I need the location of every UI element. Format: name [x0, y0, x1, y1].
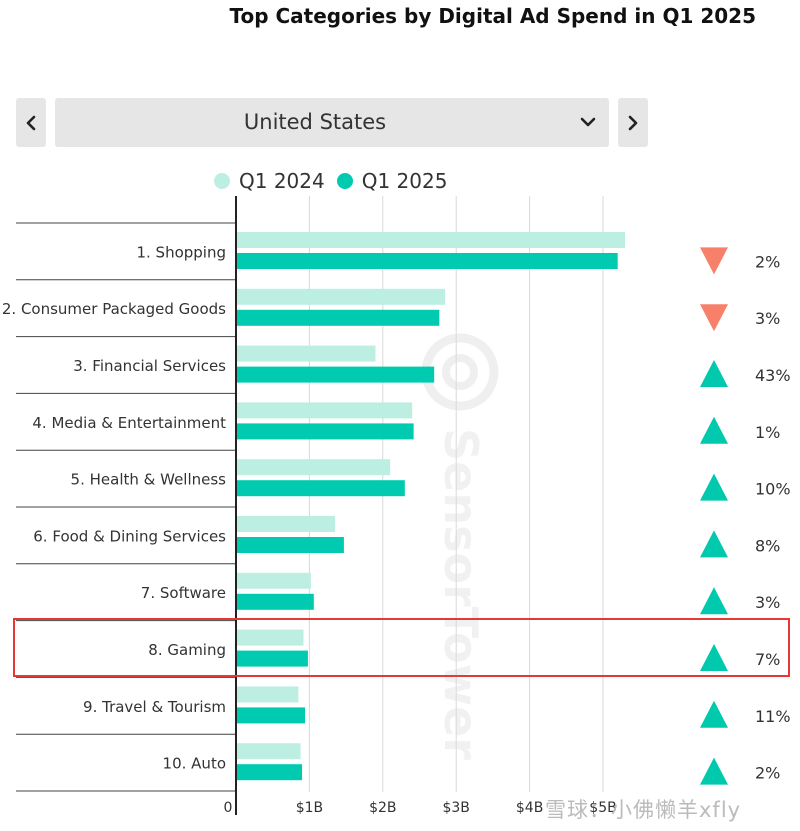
trend-down-icon — [700, 304, 728, 332]
gaming-highlight-box — [13, 618, 790, 677]
footer-watermark: 雪球：小佛懒羊xfly — [545, 798, 742, 822]
category-label: 2. Consumer Packaged Goods — [2, 300, 226, 318]
legend-label-q1-2024: Q1 2024 — [239, 169, 325, 193]
change-percent: 7% — [755, 650, 780, 669]
bar-q1-2024 — [237, 402, 413, 419]
change-percent: 43% — [755, 366, 791, 385]
country-select[interactable]: United States — [55, 98, 609, 147]
bar-q1-2025 — [237, 707, 305, 724]
bar-q1-2024 — [237, 232, 626, 248]
chart-title: Top Categories by Digital Ad Spend in Q1… — [229, 4, 757, 28]
legend-swatch-q1-2024 — [214, 173, 230, 189]
x-tick-label: $3B — [442, 800, 469, 816]
bar-q1-2025 — [237, 309, 440, 326]
bar-q1-2025 — [237, 537, 344, 553]
x-tick-label: 0 — [224, 800, 233, 816]
trend-up-icon — [700, 700, 728, 728]
change-percent: 1% — [755, 423, 780, 442]
bar-q1-2025 — [237, 423, 414, 440]
bar-q1-2024 — [237, 288, 446, 305]
category-label: 7. Software — [141, 584, 226, 602]
x-tick-label: $5B — [589, 800, 616, 816]
legend-item-q1-2025[interactable]: Q1 2025 — [336, 169, 448, 193]
legend-swatch-q1-2025 — [336, 173, 353, 189]
bar-q1-2024 — [237, 345, 376, 362]
legend-label-q1-2025: Q1 2025 — [361, 169, 448, 193]
change-percent: 10% — [755, 480, 791, 499]
bar-q1-2024 — [237, 572, 311, 589]
trend-up-icon — [700, 644, 728, 671]
trend-up-icon — [700, 530, 728, 558]
change-percent: 2% — [755, 252, 780, 271]
category-label: 9. Travel & Tourism — [83, 698, 226, 716]
bar-q1-2025 — [237, 650, 308, 667]
category-label: 8. Gaming — [148, 641, 226, 659]
chart-legend: Q1 2024 Q1 2025 — [214, 169, 459, 193]
bar-q1-2024 — [237, 743, 301, 760]
bar-q1-2024 — [237, 629, 304, 646]
trend-up-icon — [700, 587, 728, 615]
category-label: 5. Health & Wellness — [71, 471, 227, 489]
trend-up-icon — [700, 757, 728, 785]
sensortower-watermark-logo — [421, 333, 499, 411]
x-tick-label: $2B — [369, 800, 396, 816]
category-label: 6. Food & Dining Services — [33, 527, 226, 545]
next-country-button[interactable] — [618, 98, 648, 147]
bar-q1-2024 — [237, 516, 336, 532]
change-percent: 3% — [755, 309, 780, 328]
x-tick-label: $1B — [296, 800, 323, 816]
legend-item-q1-2024[interactable]: Q1 2024 — [214, 169, 325, 193]
bar-q1-2024 — [237, 459, 391, 476]
bar-q1-2025 — [237, 253, 618, 269]
chevron-down-icon — [580, 117, 596, 127]
trend-up-icon — [700, 473, 728, 501]
chevron-left-icon — [26, 115, 36, 130]
bar-q1-2025 — [237, 480, 405, 497]
bar-q1-2024 — [237, 686, 299, 703]
bar-q1-2025 — [237, 764, 303, 781]
trend-up-icon — [700, 416, 728, 444]
bar-q1-2025 — [237, 593, 314, 610]
change-percent: 8% — [755, 536, 780, 555]
bar-q1-2025 — [237, 366, 435, 383]
change-percent: 3% — [755, 593, 780, 612]
trend-up-icon — [700, 360, 728, 387]
category-label: 4. Media & Entertainment — [32, 414, 226, 432]
trend-down-icon — [700, 247, 728, 275]
previous-country-button[interactable] — [16, 98, 46, 147]
sensortower-watermark-text: SensorTower — [434, 428, 488, 760]
change-percent: 2% — [755, 764, 780, 783]
chevron-right-icon — [628, 115, 638, 130]
category-label: 3. Financial Services — [73, 357, 226, 375]
country-select-value: United States — [243, 110, 387, 134]
change-percent: 11% — [755, 707, 791, 726]
category-label: 1. Shopping — [136, 243, 226, 261]
category-label: 10. Auto — [163, 755, 226, 773]
x-tick-label: $4B — [516, 800, 543, 816]
